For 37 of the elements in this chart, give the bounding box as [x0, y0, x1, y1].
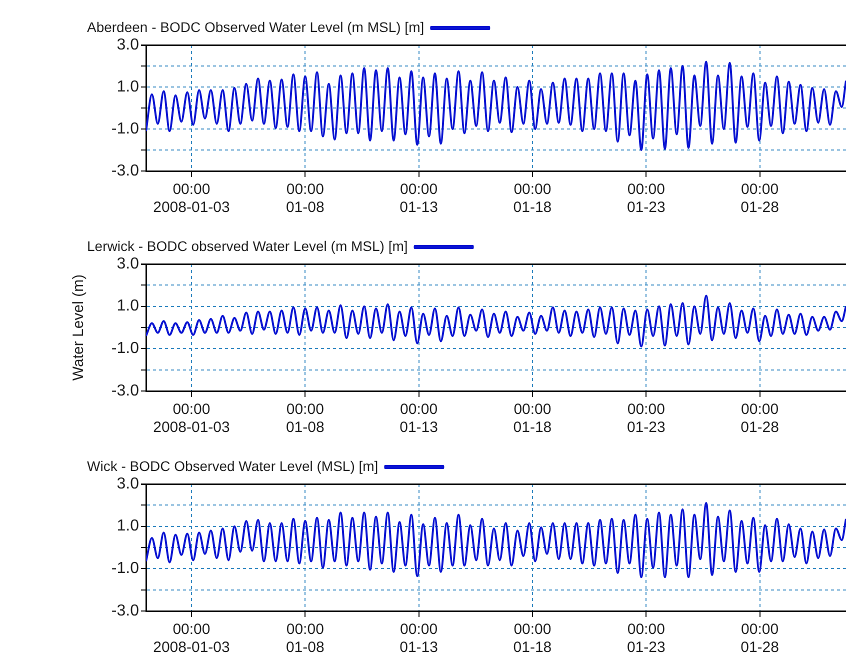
- legend-label: Lerwick - BODC observed Water Level (m MSL) [m]: [86, 238, 408, 254]
- x-tick-label: 00:00 01-23: [626, 401, 666, 436]
- y-tick-label: -1.0: [111, 560, 140, 578]
- y-tick-label: 1.0: [116, 518, 140, 535]
- x-tick-label: 00:00 2008-01-03: [153, 181, 230, 216]
- x-tick-label: 00:00 01-08: [286, 181, 324, 216]
- x-tick-label: 00:00 01-13: [400, 181, 438, 216]
- x-tick-label: 00:00 2008-01-03: [153, 401, 230, 436]
- x-tick-label: 00:00 01-28: [740, 621, 779, 656]
- x-tick-label: 00:00 01-08: [286, 401, 324, 436]
- line-series: [146, 502, 846, 578]
- x-tick-label: 00:00 01-23: [626, 181, 666, 216]
- y-axis-title: Water Level (m): [70, 274, 88, 381]
- y-tick-label: 1.0: [116, 78, 140, 96]
- y-tick-label: -3.0: [111, 162, 140, 180]
- y-tick-label: 3.0: [116, 255, 140, 272]
- y-tick-label: 3.0: [116, 475, 140, 492]
- legend-label: Aberdeen - BODC Observed Water Level (m MSL) [m]: [86, 18, 424, 35]
- legend-label: Wick - BODC Observed Water Level (MSL) [m]: [86, 458, 378, 474]
- y-tick-label: -3.0: [111, 382, 140, 400]
- y-tick-label: -3.0: [111, 602, 140, 620]
- y-tick-label: 1.0: [116, 298, 140, 315]
- x-tick-label: 00:00 01-18: [513, 621, 552, 656]
- line-series: [146, 60, 846, 151]
- x-tick-label: 00:00 01-18: [513, 401, 552, 436]
- x-tick-label: 00:00 01-28: [740, 181, 779, 216]
- x-tick-label: 00:00 01-08: [286, 621, 324, 656]
- x-tick-label: 00:00 01-18: [513, 181, 552, 216]
- y-tick-label: -1.0: [111, 340, 140, 358]
- x-tick-label: 00:00 01-28: [740, 401, 779, 436]
- x-tick-label: 00:00 2008-01-03: [153, 621, 230, 656]
- line-series: [146, 294, 846, 348]
- x-tick-label: 00:00 01-13: [400, 621, 438, 656]
- x-tick-label: 00:00 01-13: [400, 401, 438, 436]
- x-tick-label: 00:00 01-23: [626, 621, 666, 656]
- y-tick-label: 3.0: [116, 36, 140, 54]
- y-tick-label: -1.0: [111, 120, 140, 138]
